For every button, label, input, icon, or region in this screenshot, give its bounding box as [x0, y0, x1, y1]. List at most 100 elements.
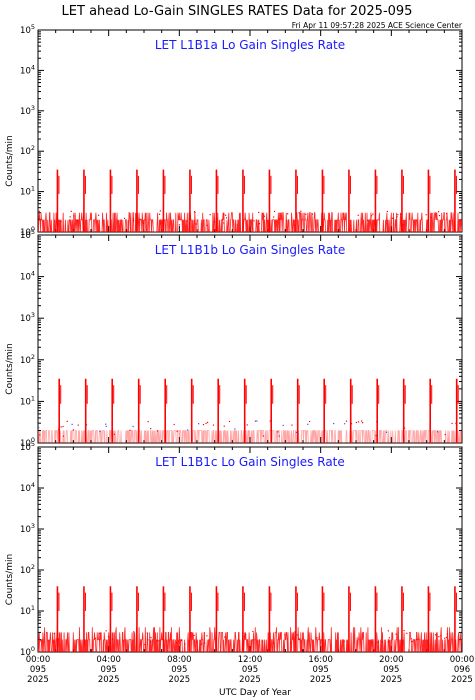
- data-point: [356, 637, 358, 639]
- data-point: [173, 423, 175, 426]
- data-point: [438, 636, 440, 638]
- data-point: [298, 638, 301, 640]
- data-point: [440, 635, 442, 637]
- data-point: [57, 638, 60, 640]
- x-tick-label: 2025: [310, 675, 332, 685]
- data-point: [403, 427, 406, 429]
- data-point: [357, 421, 360, 423]
- data-point: [400, 213, 402, 215]
- x-tick-label: 08:00: [167, 655, 192, 665]
- data-point: [289, 642, 292, 644]
- data-point: [296, 634, 298, 636]
- x-tick-label: 095: [30, 665, 46, 675]
- data-point: [246, 424, 248, 426]
- data-point: [133, 631, 135, 633]
- data-point: [107, 635, 110, 638]
- data-point: [430, 216, 432, 219]
- data-point: [209, 213, 211, 216]
- data-point: [300, 210, 302, 212]
- panel-title: LET L1B1c Lo Gain Singles Rate: [155, 455, 345, 469]
- data-point: [367, 219, 369, 221]
- data-point: [269, 420, 271, 422]
- y-axis-label: Counts/min: [5, 554, 15, 605]
- y-tick-label: 100: [20, 436, 35, 449]
- data-point: [147, 639, 149, 641]
- x-tick-label: 04:00: [96, 655, 121, 665]
- x-tick-label: 095: [242, 665, 258, 675]
- x-tick-label: 095: [171, 665, 187, 675]
- data-point: [258, 211, 260, 214]
- data-point: [273, 210, 276, 213]
- data-point: [279, 634, 281, 636]
- data-point: [156, 430, 159, 432]
- data-point: [94, 637, 96, 639]
- data-point: [205, 422, 207, 424]
- series-lo-gain-rate: [38, 378, 462, 443]
- x-tick-label: 095: [101, 665, 117, 675]
- data-point: [446, 636, 448, 639]
- data-point: [178, 224, 181, 226]
- x-axis-label: UTC Day of Year: [219, 688, 291, 698]
- data-point: [370, 641, 373, 644]
- data-point: [62, 435, 65, 437]
- data-point: [133, 220, 135, 222]
- data-point: [176, 430, 178, 432]
- data-point: [225, 214, 227, 216]
- data-point: [333, 422, 335, 425]
- data-point: [53, 633, 55, 635]
- data-point: [350, 423, 353, 425]
- data-point: [187, 429, 189, 431]
- data-point: [186, 220, 188, 222]
- data-point: [132, 425, 134, 428]
- baseline-trace: [38, 212, 462, 232]
- data-point: [244, 636, 246, 638]
- data-point: [278, 435, 280, 437]
- data-point: [221, 219, 223, 221]
- data-point: [146, 632, 148, 634]
- data-point: [202, 423, 205, 426]
- data-point: [212, 424, 215, 426]
- data-point: [184, 643, 186, 645]
- data-point: [97, 214, 100, 216]
- x-tick-label: 2025: [98, 675, 120, 685]
- x-tick-label: 095: [383, 665, 399, 675]
- x-tick-label: 095: [313, 665, 329, 675]
- data-point: [444, 433, 446, 436]
- data-point: [262, 435, 265, 437]
- y-tick-label: 102: [20, 353, 35, 366]
- data-point: [311, 213, 314, 215]
- data-point: [196, 641, 198, 643]
- panel-title: LET L1B1a Lo Gain Singles Rate: [155, 38, 345, 52]
- data-point: [113, 433, 116, 435]
- data-point: [425, 214, 427, 216]
- x-tick-label: 2025: [381, 675, 403, 685]
- data-point: [158, 213, 161, 215]
- data-point: [193, 211, 196, 213]
- data-point: [225, 217, 228, 219]
- data-point: [375, 435, 377, 437]
- panels: 100 101 102 103 104 105 Counts/min LET L1B1a Lo…: [5, 23, 474, 685]
- data-point: [345, 420, 348, 422]
- baseline-trace: [38, 430, 462, 443]
- data-point: [69, 216, 71, 218]
- data-point: [305, 213, 307, 215]
- data-point: [70, 210, 72, 213]
- data-point: [62, 425, 64, 428]
- plot-frame: [37, 29, 463, 233]
- data-point: [39, 434, 41, 436]
- data-point: [307, 423, 309, 425]
- data-point: [224, 636, 226, 638]
- data-point: [176, 641, 178, 644]
- data-point: [206, 635, 208, 637]
- data-point: [194, 211, 196, 214]
- data-point: [73, 215, 75, 217]
- data-point: [72, 429, 75, 431]
- data-point: [355, 421, 357, 424]
- data-point: [159, 210, 162, 212]
- data-point: [437, 211, 440, 213]
- data-point: [273, 216, 275, 218]
- data-point: [371, 215, 373, 217]
- plot-frame: [37, 234, 463, 444]
- x-tick-label: 16:00: [308, 655, 333, 665]
